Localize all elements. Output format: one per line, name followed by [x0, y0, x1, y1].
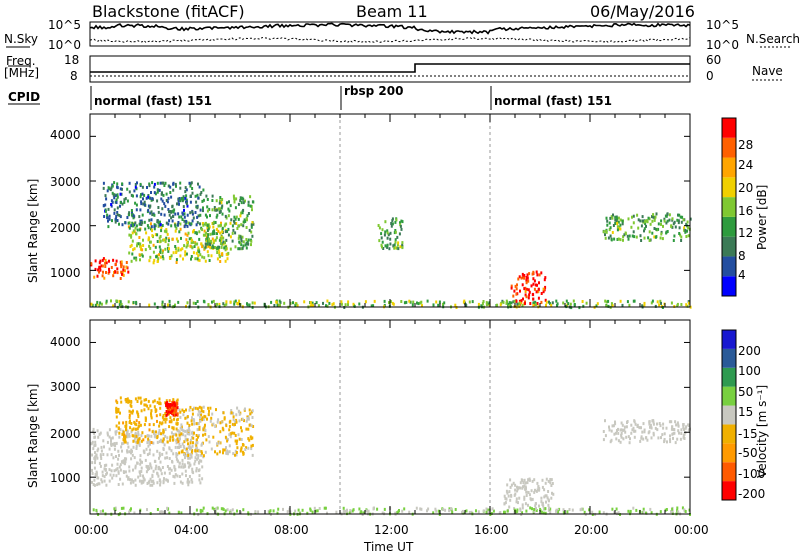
power-colorbar-label: Power [dB] — [755, 184, 769, 250]
power-scatter-region — [602, 212, 692, 242]
power-ytick: 2000 — [50, 221, 81, 235]
power-scatter-region — [510, 270, 547, 307]
power-scatter-region — [90, 257, 130, 280]
velocity-scatter-region — [178, 405, 255, 458]
power-scatter-region — [202, 194, 255, 251]
power-cbar-tick: 4 — [738, 268, 746, 282]
nsearch-label: N.Search — [746, 32, 800, 46]
freq-label: Freq. — [6, 54, 36, 68]
power-ytick: 4000 — [50, 128, 81, 142]
date-title: 06/May/2016 — [590, 2, 695, 21]
power-ytick: 1000 — [50, 266, 81, 280]
velocity-ytick: 1000 — [50, 471, 81, 485]
freq-panel-frame — [89, 55, 691, 83]
noise-right-tick-top: 10^5 — [706, 18, 739, 32]
velocity-colorbar-swatch — [722, 481, 736, 500]
nave-label: Nave — [752, 64, 783, 78]
freq-right-tick-bottom: 0 — [706, 69, 714, 83]
velocity-colorbar-swatch — [722, 424, 736, 444]
freq-left-tick-top: 18 — [64, 53, 80, 67]
velocity-scatter-region — [90, 427, 205, 487]
xtick: 00:00 — [74, 523, 109, 537]
velocity-cbar-tick: 15 — [738, 405, 754, 419]
power-scatter-region — [90, 299, 692, 310]
velocity-scatter-region — [602, 419, 691, 445]
velocity-colorbar-swatch — [722, 367, 736, 387]
xtick: 12:00 — [374, 523, 409, 537]
xtick: 20:00 — [574, 523, 609, 537]
power-colorbar-swatch — [722, 137, 736, 158]
noise-right-tick-bottom: 10^0 — [706, 38, 739, 52]
power-colorbar-swatch — [722, 256, 736, 277]
power-colorbar-swatch — [722, 177, 736, 198]
velocity-scatter-region — [92, 506, 691, 517]
cpid-segment-3: normal (fast) 151 — [494, 94, 612, 108]
time-xlabel: Time UT — [364, 540, 414, 554]
power-colorbar-swatch — [722, 236, 736, 257]
xtick: 16:00 — [474, 523, 509, 537]
noise-left-tick-top: 10^5 — [48, 18, 81, 32]
nsky-series — [89, 22, 691, 35]
velocity-colorbar-swatch — [722, 443, 736, 463]
freq-series — [90, 63, 690, 73]
power-colorbar-swatch — [722, 216, 736, 237]
cpid-segment-1: normal (fast) 151 — [94, 94, 212, 108]
velocity-colorbar-swatch — [722, 348, 736, 368]
velocity-cbar-tick: -15 — [738, 427, 758, 441]
velocity-ytick: 3000 — [50, 380, 81, 394]
noise-panel-frame — [89, 21, 691, 47]
power-cbar-tick: 12 — [738, 226, 754, 240]
velocity-ylabel: Slant Range [km] — [26, 383, 40, 488]
velocity-cbar-tick: -100 — [738, 467, 766, 481]
velocity-colorbar-frame — [721, 329, 737, 501]
power-ytick: 3000 — [50, 175, 81, 189]
velocity-cbar-tick: 200 — [738, 344, 761, 358]
velocity-scatter-region — [115, 396, 180, 445]
velocity-colorbar-swatch — [722, 386, 736, 406]
power-scatter-region — [377, 217, 404, 251]
xtick: 08:00 — [274, 523, 309, 537]
nsky-label: N.Sky — [4, 32, 39, 46]
power-cbar-tick: 16 — [738, 204, 754, 218]
velocity-colorbar-swatch — [722, 405, 736, 425]
power-scatter-region — [127, 221, 230, 265]
power-colorbar-swatch — [722, 157, 736, 178]
velocity-colorbar-swatch — [722, 330, 736, 349]
power-colorbar-swatch — [722, 276, 736, 296]
power-cbar-tick: 8 — [738, 249, 746, 263]
power-scatter-region — [102, 181, 205, 229]
velocity-ytick: 2000 — [50, 427, 81, 441]
velocity-cbar-tick: -200 — [738, 487, 766, 501]
velocity-colorbar-swatch — [722, 462, 736, 482]
power-colorbar-swatch — [722, 118, 736, 138]
freq-left-tick-bottom: 8 — [70, 69, 78, 83]
xtick: 04:00 — [174, 523, 209, 537]
power-cbar-tick: 20 — [738, 181, 754, 195]
velocity-scatter-region — [503, 477, 555, 512]
power-colorbar-frame — [721, 117, 737, 297]
noise-left-tick-bottom: 10^0 — [48, 38, 81, 52]
power-colorbar-swatch — [722, 197, 736, 217]
velocity-cbar-tick: 50 — [738, 385, 754, 399]
velocity-cbar-tick: -50 — [738, 446, 758, 460]
nsearch-series — [89, 37, 691, 44]
power-ylabel: Slant Range [km] — [26, 178, 40, 283]
velocity-scatter-region — [165, 400, 179, 417]
freq-right-tick-top: 60 — [706, 53, 722, 67]
velocity-cbar-tick: 100 — [738, 364, 761, 378]
power-cbar-tick: 28 — [738, 138, 754, 152]
freq-unit-label: [MHz] — [4, 66, 40, 80]
beam-title: Beam 11 — [356, 2, 428, 21]
power-panel-frame — [89, 113, 691, 308]
cpid-segment-2: rbsp 200 — [344, 84, 404, 98]
station-title: Blackstone (fitACF) — [92, 2, 245, 21]
xtick: 00:00 — [674, 523, 709, 537]
cpid-label: CPID — [8, 90, 41, 104]
velocity-ytick: 4000 — [50, 335, 81, 349]
power-cbar-tick: 24 — [738, 158, 754, 172]
